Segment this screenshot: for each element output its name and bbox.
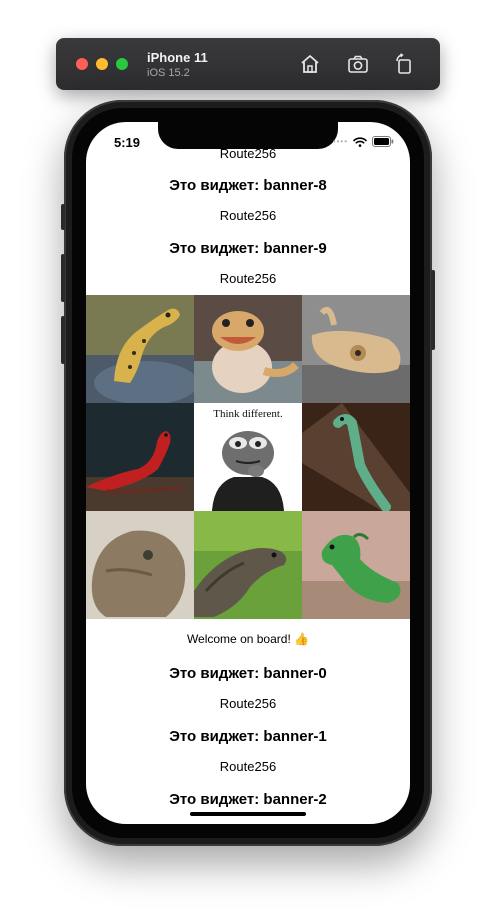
device-screen[interactable]: 5:19 •••• Route256 Это виджет: banner-8 … <box>86 122 410 824</box>
widget-title: Это виджет: banner-2 <box>169 791 327 808</box>
status-indicators: •••• <box>333 136 394 147</box>
gallery-image-iguana-head[interactable] <box>86 511 194 619</box>
os-version: iOS 15.2 <box>147 67 190 79</box>
widget-title: Это виджет: banner-8 <box>169 177 327 194</box>
gallery-image-green-iguana[interactable] <box>302 511 410 619</box>
status-time: 5:19 <box>114 135 141 150</box>
gallery-image-gecko-closeup[interactable] <box>302 295 410 403</box>
gallery-image-iguana-grass[interactable] <box>194 511 302 619</box>
route-label: Route256 <box>219 208 277 223</box>
rotate-button[interactable] <box>392 52 416 76</box>
welcome-message: Welcome on board! 👍 <box>186 632 310 646</box>
minimize-window-button[interactable] <box>96 58 108 70</box>
widget-title: Это виджет: banner-1 <box>169 728 327 745</box>
signal-icon: •••• <box>332 137 348 146</box>
wifi-icon <box>353 136 367 147</box>
close-window-button[interactable] <box>76 58 88 70</box>
image-gallery: Think different. <box>86 295 410 619</box>
notch <box>158 122 338 149</box>
route-label: Route256 <box>219 696 277 711</box>
home-indicator[interactable] <box>190 812 306 816</box>
volume-up-button <box>61 254 65 302</box>
device-name: iPhone 11 <box>147 50 208 65</box>
gallery-image-think-different[interactable]: Think different. <box>194 403 302 511</box>
screenshot-icon <box>348 55 368 73</box>
zoom-window-button[interactable] <box>116 58 128 70</box>
battery-icon <box>372 136 394 147</box>
gallery-image-red-lizard[interactable] <box>86 403 194 511</box>
mute-switch <box>61 204 65 230</box>
simulator-toolbar: iPhone 11 iOS 15.2 <box>56 38 440 90</box>
think-different-caption: Think different. <box>213 408 283 420</box>
gallery-image-gecko-smile[interactable] <box>194 295 302 403</box>
power-button <box>431 270 435 350</box>
gallery-image-gecko-rock[interactable] <box>86 295 194 403</box>
widget-title: Это виджет: banner-9 <box>169 240 327 257</box>
gallery-image-lizard-branch[interactable] <box>302 403 410 511</box>
home-button[interactable] <box>298 52 322 76</box>
home-icon <box>301 55 319 73</box>
screenshot-button[interactable] <box>346 52 370 76</box>
volume-down-button <box>61 316 65 364</box>
route-label: Route256 <box>219 271 277 286</box>
route-label: Route256 <box>219 759 277 774</box>
rotate-icon <box>396 53 411 74</box>
route-label: Route256 <box>219 146 277 161</box>
widget-title: Это виджет: banner-0 <box>169 665 327 682</box>
